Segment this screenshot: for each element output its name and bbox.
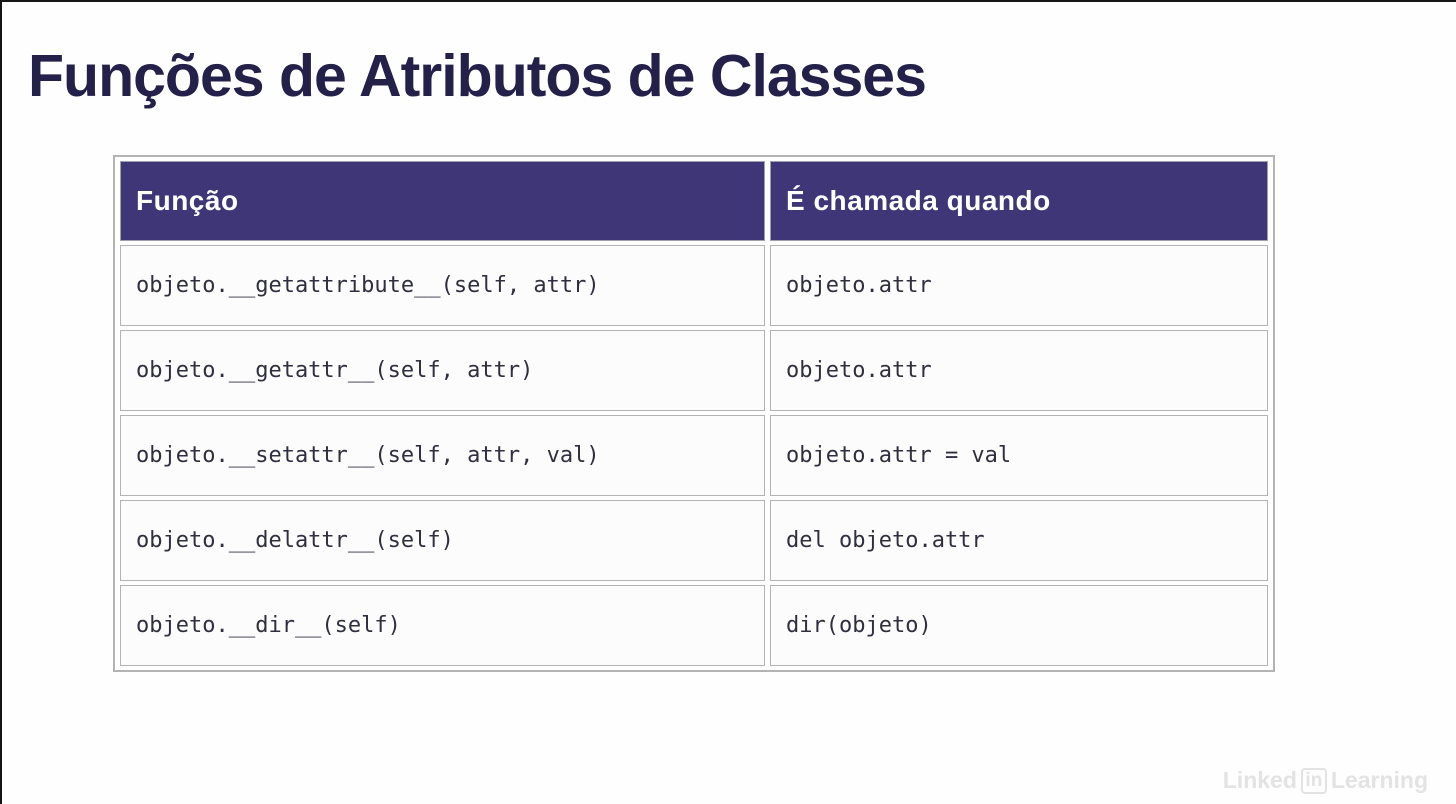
cell-called-when: objeto.attr [770,245,1268,326]
table-row: objeto.__delattr__(self) del objeto.attr [120,500,1268,581]
cell-called-when: objeto.attr [770,330,1268,411]
linkedin-learning-watermark: Linked in Learning [1223,767,1428,794]
table-row: objeto.__getattribute__(self, attr) obje… [120,245,1268,326]
cell-function: objeto.__delattr__(self) [120,500,765,581]
cell-called-when: del objeto.attr [770,500,1268,581]
page-title: Funções de Atributos de Classes [28,42,927,109]
cell-called-when: objeto.attr = val [770,415,1268,496]
table-row: objeto.__getattr__(self, attr) objeto.at… [120,330,1268,411]
watermark-linked-text: Linked [1222,767,1297,793]
watermark-learning-text: Learning [1330,767,1428,793]
table-row: objeto.__setattr__(self, attr, val) obje… [120,415,1268,496]
class-attribute-functions-table: Função É chamada quando objeto.__getattr… [113,155,1275,672]
cell-function: objeto.__setattr__(self, attr, val) [120,415,765,496]
column-header-funcao: Função [120,161,765,241]
cell-function: objeto.__getattr__(self, attr) [120,330,765,411]
table-row: objeto.__dir__(self) dir(objeto) [120,585,1268,666]
table-header-row: Função É chamada quando [120,161,1268,241]
cell-called-when: dir(objeto) [770,585,1268,666]
cell-function: objeto.__dir__(self) [120,585,765,666]
linkedin-in-logo-icon: in [1300,767,1327,794]
column-header-quando: É chamada quando [770,161,1268,241]
cell-function: objeto.__getattribute__(self, attr) [120,245,765,326]
